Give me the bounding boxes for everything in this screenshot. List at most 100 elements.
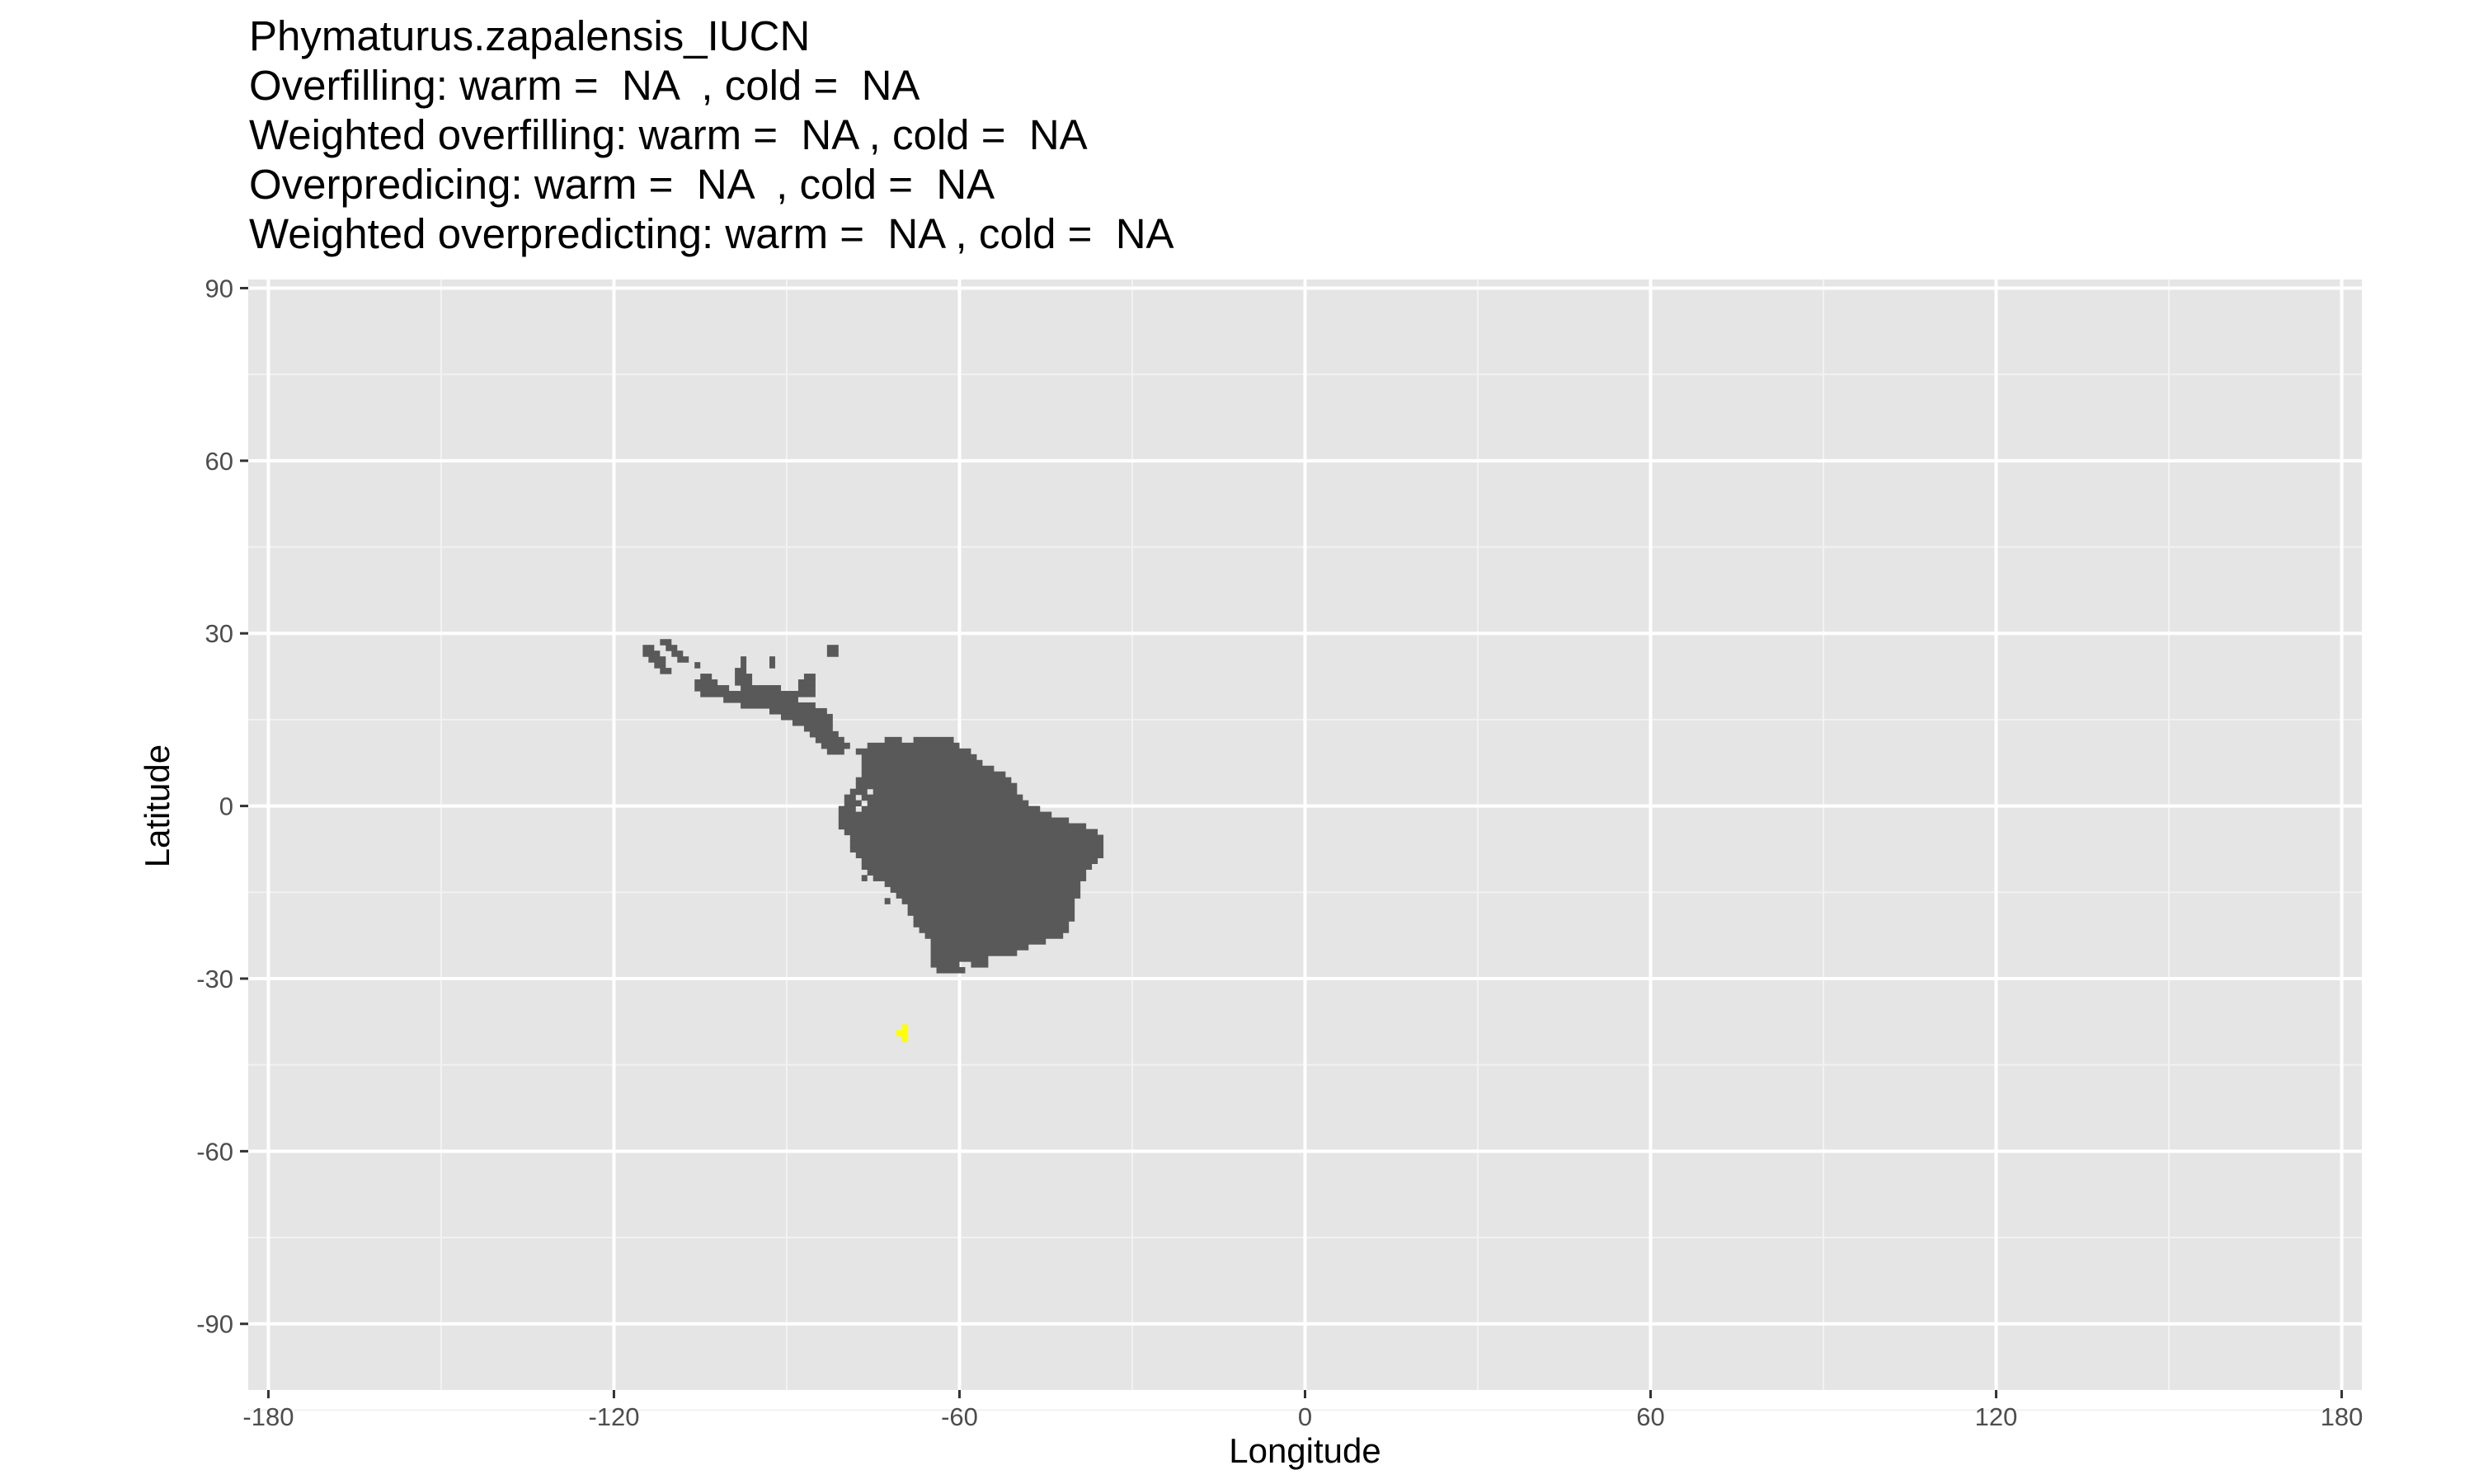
- predicted-range-cells-cell: [919, 927, 1070, 933]
- y-tick-label: 90: [205, 274, 233, 303]
- predicted-range-cells-cell: [924, 932, 1064, 939]
- predicted-range-cells-cell: [826, 650, 839, 657]
- predicted-range-cells-cell: [884, 881, 1081, 887]
- predicted-range-cells-cell: [867, 742, 960, 749]
- predicted-range-cells-cell: [867, 800, 1029, 807]
- predicted-range-cells-cell: [971, 961, 989, 968]
- occurrence-cells-cell: [901, 1024, 908, 1031]
- predicted-range-cells-cell: [907, 909, 1075, 916]
- predicted-range-cells-cell: [884, 736, 902, 744]
- y-axis-title: Latitude: [138, 744, 176, 867]
- title-line-overpredicing: Overpredicing: warm = NA , cold = NA: [249, 161, 995, 208]
- y-axis: 90 60 30 0 -30 -60 -90: [196, 274, 248, 1339]
- predicted-range-cells-cell: [648, 656, 666, 663]
- x-tick-label: 0: [1298, 1402, 1312, 1431]
- occurrence-cells-cell: [896, 1030, 908, 1037]
- predicted-range-cells-cell: [861, 759, 983, 767]
- plot-title: Phymaturus.zapalensis_IUCN Overfilling: …: [249, 12, 1174, 259]
- predicted-range-cells-cell: [930, 956, 989, 962]
- predicted-range-cells-cell: [671, 650, 684, 657]
- predicted-range-cells-cell: [769, 656, 776, 663]
- x-tick-label: 180: [2321, 1402, 2363, 1431]
- predicted-range-cells-cell: [741, 685, 781, 692]
- predicted-range-cells-cell: [861, 805, 1041, 813]
- title-line-species: Phymaturus.zapalensis_IUCN: [249, 12, 811, 59]
- x-tick-label: 120: [1975, 1402, 2018, 1431]
- x-tick-label: -120: [588, 1402, 639, 1431]
- predicted-range-cells-cell: [735, 679, 753, 686]
- predicted-range-cells-cell: [700, 674, 713, 680]
- predicted-range-cells-cell: [855, 782, 1018, 790]
- predicted-range-cells-cell: [896, 892, 1081, 899]
- occurrence-cells-cell: [901, 1036, 908, 1043]
- predicted-range-cells-cell: [741, 656, 747, 663]
- predicted-range-cells-cell: [849, 788, 868, 796]
- predicted-range-cells-cell: [826, 645, 839, 651]
- predicted-range-cells-cell: [700, 691, 816, 697]
- title-line-weighted-overpredicting: Weighted overpredicting: warm = NA , col…: [249, 210, 1174, 257]
- predicted-range-cells-cell: [694, 679, 718, 686]
- predicted-range-cells-cell: [838, 805, 856, 813]
- predicted-range-cells-cell: [901, 898, 1075, 904]
- predicted-range-cells-cell: [694, 685, 730, 692]
- predicted-range-cells-cell: [936, 967, 966, 974]
- y-tick-label: -60: [196, 1137, 233, 1166]
- predicted-range-cells-cell: [844, 794, 856, 801]
- predicted-range-cells-cell: [907, 904, 1075, 910]
- predicted-range-cells-cell: [861, 794, 1023, 801]
- title-line-overfilling: Overfilling: warm = NA , cold = NA: [249, 62, 920, 109]
- predicted-range-cells-cell: [890, 886, 1081, 893]
- predicted-range-cells-cell: [855, 777, 1012, 784]
- y-tick-label: -90: [196, 1310, 233, 1339]
- y-tick-label: 30: [205, 619, 233, 648]
- predicted-range-cells-cell: [803, 725, 833, 732]
- predicted-range-cells-cell: [838, 811, 1052, 819]
- data-cells: [642, 639, 1104, 1043]
- predicted-range-cells-cell: [913, 736, 954, 744]
- x-tick-label: 60: [1636, 1402, 1664, 1431]
- x-axis-title: Longitude: [1229, 1431, 1381, 1470]
- predicted-range-cells-cell: [844, 800, 862, 807]
- predicted-range-cells-cell: [821, 742, 850, 749]
- y-tick-label: 0: [219, 792, 233, 821]
- predicted-range-cells-cell: [930, 938, 1047, 945]
- predicted-range-cells-cell: [930, 950, 1018, 956]
- predicted-range-cells-cell: [861, 754, 977, 761]
- predicted-range-cells-cell: [741, 662, 747, 669]
- title-line-weighted-overfilling: Weighted overfilling: warm = NA , cold =…: [249, 111, 1088, 158]
- predicted-range-cells-cell: [654, 662, 666, 669]
- predicted-range-cells-cell: [797, 679, 816, 686]
- predicted-range-cells-cell: [849, 846, 1104, 853]
- predicted-range-cells-cell: [694, 662, 701, 669]
- predicted-range-cells-cell: [677, 656, 689, 663]
- predicted-range-cells-cell: [723, 696, 798, 703]
- predicted-range-cells-cell: [930, 944, 1029, 951]
- predicted-range-cells-cell: [855, 852, 1104, 859]
- predicted-range-cells-cell: [803, 674, 816, 680]
- predicted-range-cells-cell: [855, 748, 971, 755]
- predicted-range-cells-cell: [867, 869, 1087, 876]
- predicted-range-cells-cell: [642, 650, 661, 657]
- predicted-range-cells-cell: [769, 707, 827, 715]
- predicted-range-cells-cell: [861, 771, 1006, 778]
- predicted-range-cells-cell: [838, 817, 1070, 824]
- x-axis: -180 -120 -60 0 60 120 180: [242, 1390, 2363, 1431]
- predicted-range-cells-cell: [861, 875, 868, 881]
- predicted-range-cells-cell: [735, 668, 747, 674]
- x-tick-label: -180: [242, 1402, 294, 1431]
- predicted-range-cells-cell: [660, 639, 672, 646]
- predicted-range-cells-cell: [838, 823, 1087, 830]
- predicted-range-cells-cell: [642, 645, 655, 651]
- major-gridlines: [248, 279, 2362, 1390]
- predicted-range-cells-cell: [884, 898, 891, 904]
- x-tick-label: -60: [941, 1402, 978, 1431]
- predicted-range-cells-cell: [797, 685, 816, 692]
- predicted-range-cells-cell: [792, 719, 833, 726]
- predicted-range-cells-cell: [861, 863, 1093, 870]
- predicted-range-cells-cell: [849, 840, 1104, 848]
- y-tick-label: 60: [205, 447, 233, 476]
- predicted-range-cells-cell: [872, 788, 1018, 796]
- predicted-range-cells-cell: [913, 915, 1075, 922]
- predicted-range-cells-cell: [660, 668, 672, 674]
- predicted-range-cells-cell: [809, 730, 839, 738]
